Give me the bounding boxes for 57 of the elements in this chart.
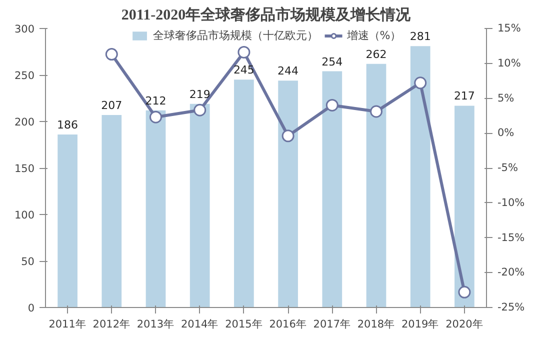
chart-title: 2011-2020年全球奢侈品市场规模及增长情况 — [121, 6, 412, 24]
data-label: 212 — [145, 94, 166, 108]
y2-tick-label: 5% — [498, 92, 514, 104]
x-tick-label: 2014年 — [180, 318, 219, 330]
data-label: 219 — [189, 88, 210, 101]
point — [105, 48, 118, 61]
data-label: 217 — [454, 90, 475, 103]
y-tick-label: 50 — [21, 256, 35, 268]
y2-tick-label: -15% — [498, 232, 525, 244]
x-tick-label: 2017年 — [313, 318, 352, 330]
bar — [146, 110, 166, 308]
y2-tick-label: -25% — [498, 302, 525, 314]
data-label: 281 — [410, 30, 431, 44]
bar — [190, 104, 210, 308]
x-tick-label: 2018年 — [357, 318, 396, 330]
x-tick-label: 2020年 — [446, 318, 484, 330]
y-tick-label: 300 — [14, 24, 35, 36]
y2-tick-label: -20% — [498, 266, 525, 279]
y2-tick-label: 10% — [498, 57, 521, 70]
x-tick-label: 2013年 — [136, 318, 175, 330]
bar — [234, 80, 254, 308]
point — [194, 104, 206, 116]
bar — [322, 71, 342, 308]
point — [458, 286, 471, 298]
bar — [366, 64, 386, 308]
data-label: 262 — [366, 48, 387, 61]
point — [414, 76, 427, 90]
point — [282, 130, 294, 142]
bar — [102, 114, 122, 308]
point — [326, 98, 338, 112]
legend-label: 全球奢侈品市场规模（十亿欧元） — [152, 28, 318, 43]
bar — [454, 106, 474, 308]
y-tick-label: 200 — [14, 116, 35, 128]
point — [370, 105, 382, 118]
x-tick-label: 2011年 — [48, 318, 86, 330]
data-label: 186 — [57, 118, 78, 132]
bar — [410, 46, 430, 308]
x-tick-label: 2012年 — [92, 318, 131, 330]
bar — [278, 80, 298, 308]
y-tick-label: 150 — [14, 163, 35, 175]
x-tick-label: 2015年 — [225, 318, 263, 330]
data-label: 207 — [101, 98, 122, 112]
x-tick-label: 2016年 — [269, 318, 307, 330]
y2-tick-label: 0% — [498, 127, 514, 140]
y-tick-label: 100 — [14, 210, 35, 222]
y2-tick-label: -5% — [498, 162, 518, 174]
y-tick-label: 0 — [28, 302, 35, 314]
bar — [58, 134, 78, 308]
y2-tick-label: 15% — [498, 22, 521, 34]
data-label: 244 — [278, 64, 299, 78]
legend-label: 增速（%） — [346, 28, 402, 43]
y2-tick-label: -10% — [498, 196, 525, 209]
y-tick-label: 250 — [14, 70, 35, 82]
data-label: 254 — [322, 55, 343, 68]
point — [150, 110, 162, 124]
x-tick-label: 2019年 — [401, 318, 440, 330]
point — [238, 46, 250, 58]
